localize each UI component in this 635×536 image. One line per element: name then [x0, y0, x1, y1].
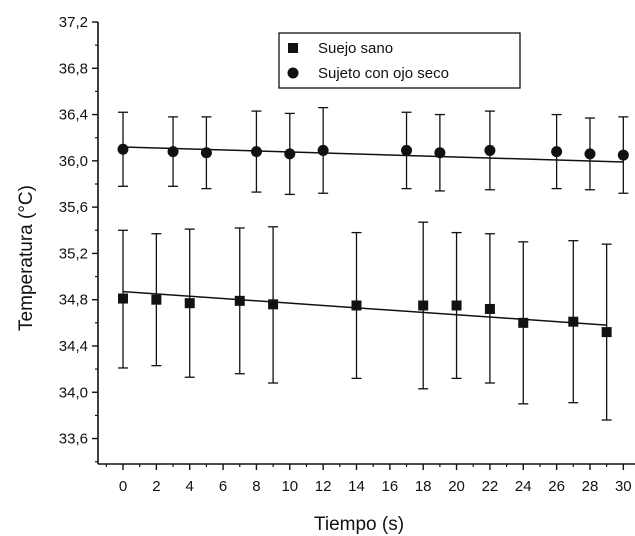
data-point-circle	[317, 144, 329, 156]
legend-marker-square	[288, 43, 298, 53]
x-tick-label: 18	[415, 478, 432, 495]
y-axis-title: Temperatura (°C)	[16, 185, 37, 331]
x-tick-label: 30	[615, 478, 632, 495]
series-1	[118, 221, 612, 421]
x-tick-label: 28	[582, 478, 599, 495]
x-tick-label: 14	[348, 478, 365, 495]
data-point-circle	[401, 144, 413, 156]
legend-marker-circle	[287, 67, 299, 79]
x-tick-label: 8	[252, 478, 260, 495]
data-point-circle	[617, 149, 629, 161]
data-point-square	[518, 317, 529, 328]
data-point-circle	[250, 146, 262, 158]
data-point-square	[601, 327, 612, 338]
x-tick-label: 10	[281, 478, 298, 495]
x-tick-label: 2	[152, 478, 160, 495]
data-point-circle	[484, 144, 496, 156]
x-tick-label: 12	[315, 478, 332, 495]
y-tick-label: 34,8	[59, 292, 88, 309]
x-tick-label: 26	[548, 478, 565, 495]
legend: Suejo sano Sujeto con ojo seco	[278, 32, 521, 89]
data-point-square	[184, 298, 195, 309]
data-point-circle	[167, 146, 179, 158]
data-point-square	[268, 299, 279, 310]
x-axis: 0 2 4 6 8 10 12 14 16 18 20 22 24 26 28 30	[105, 464, 632, 495]
y-tick-label: 35,2	[59, 245, 88, 262]
y-tick-label: 35,6	[59, 199, 88, 216]
x-tick-label: 24	[515, 478, 532, 495]
data-point-square	[568, 316, 579, 327]
x-tick-label: 4	[186, 478, 194, 495]
data-point-square	[451, 300, 462, 311]
series-2	[117, 106, 629, 196]
x-tick-label: 20	[448, 478, 465, 495]
data-point-square	[151, 294, 162, 305]
legend-box	[278, 32, 521, 89]
trend-line	[122, 146, 624, 163]
x-tick-label: 6	[219, 478, 227, 495]
data-point-square	[351, 300, 362, 311]
series-layer	[117, 106, 629, 421]
y-axis: 33,6 34,0 34,4 34,8 35,2 35,6 36,0 36,4 36,8 37,2	[59, 14, 98, 463]
data-point-circle	[434, 147, 446, 159]
y-tick-label: 36,0	[59, 153, 88, 170]
data-point-square	[234, 295, 245, 306]
data-point-square	[118, 293, 129, 304]
data-point-circle	[584, 148, 596, 160]
y-tick-label: 36,4	[59, 107, 88, 124]
y-tick-label: 37,2	[59, 14, 88, 31]
y-tick-label: 36,8	[59, 60, 88, 77]
plot-frame	[97, 22, 635, 465]
legend-label: Suejo sano	[318, 40, 393, 57]
data-point-circle	[200, 147, 212, 159]
data-point-circle	[284, 148, 296, 160]
x-tick-label: 22	[482, 478, 499, 495]
x-axis-title: Tiempo (s)	[314, 514, 404, 535]
y-tick-label: 34,0	[59, 384, 88, 401]
trend-line	[122, 290, 607, 326]
y-tick-label: 34,4	[59, 338, 88, 355]
data-point-square	[484, 303, 495, 314]
data-point-square	[418, 300, 429, 311]
y-tick-label: 33,6	[59, 431, 88, 448]
x-tick-label: 16	[382, 478, 399, 495]
data-point-circle	[117, 143, 129, 155]
legend-label: Sujeto con ojo seco	[318, 65, 449, 82]
x-tick-label: 0	[119, 478, 127, 495]
data-point-circle	[551, 146, 563, 158]
